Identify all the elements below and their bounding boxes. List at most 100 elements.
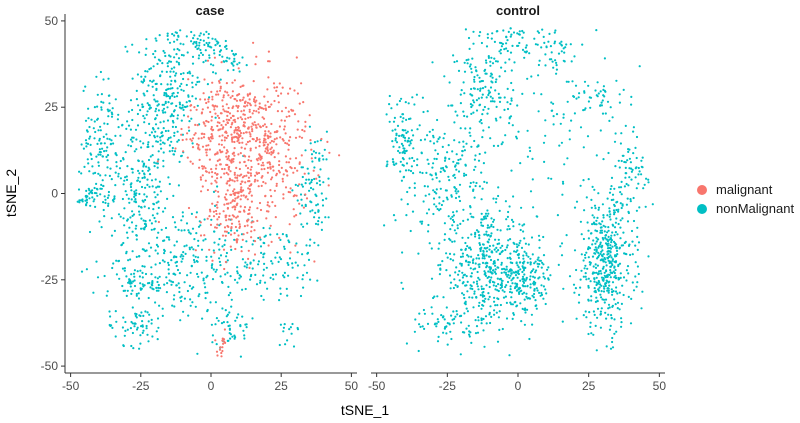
point-nonmalignant: [400, 179, 403, 182]
point-nonmalignant: [483, 180, 486, 183]
point-nonmalignant: [315, 194, 318, 198]
point-nonmalignant: [226, 56, 229, 59]
point-nonmalignant: [452, 322, 455, 325]
point-nonmalignant: [430, 306, 433, 309]
point-nonmalignant: [238, 70, 241, 73]
point-nonmalignant: [619, 272, 622, 275]
point-nonmalignant: [397, 149, 400, 153]
point-nonmalignant: [227, 231, 230, 235]
point-nonmalignant: [493, 261, 496, 265]
point-nonmalignant: [580, 269, 583, 272]
point-nonmalignant: [478, 301, 481, 304]
point-nonmalignant: [494, 264, 497, 267]
point-nonmalignant: [131, 230, 134, 233]
point-nonmalignant: [149, 155, 152, 158]
point-nonmalignant: [599, 313, 602, 316]
point-nonmalignant: [317, 244, 320, 247]
point-nonmalignant: [150, 131, 153, 134]
point-malignant: [209, 110, 212, 114]
point-nonmalignant: [316, 203, 319, 206]
point-nonmalignant: [599, 231, 602, 234]
point-nonmalignant: [230, 248, 233, 251]
point-nonmalignant: [313, 166, 316, 169]
point-nonmalignant: [171, 146, 174, 150]
point-nonmalignant: [169, 83, 172, 86]
point-nonmalignant: [166, 197, 169, 200]
point-nonmalignant: [442, 168, 445, 171]
point-nonmalignant: [489, 100, 493, 103]
point-nonmalignant: [138, 172, 141, 175]
point-malignant: [210, 182, 213, 185]
point-nonmalignant: [453, 253, 456, 256]
point-malignant: [268, 161, 271, 164]
point-nonmalignant: [470, 215, 473, 218]
point-nonmalignant: [489, 258, 493, 262]
point-nonmalignant: [495, 197, 498, 200]
point-nonmalignant: [452, 259, 455, 262]
point-nonmalignant: [482, 215, 486, 219]
point-malignant: [247, 159, 250, 162]
point-nonmalignant: [593, 252, 596, 255]
point-nonmalignant: [565, 80, 568, 83]
point-nonmalignant: [164, 54, 167, 58]
point-nonmalignant: [540, 46, 543, 49]
point-malignant: [219, 87, 222, 90]
point-nonmalignant: [158, 262, 161, 265]
point-nonmalignant: [441, 166, 445, 170]
point-nonmalignant: [497, 92, 500, 95]
point-nonmalignant: [314, 156, 317, 159]
point-nonmalignant: [194, 97, 197, 100]
point-nonmalignant: [632, 126, 636, 129]
point-nonmalignant: [181, 104, 184, 107]
point-nonmalignant: [301, 175, 304, 179]
point-malignant: [222, 126, 225, 129]
point-nonmalignant: [643, 183, 646, 186]
point-malignant: [233, 131, 236, 134]
point-malignant: [250, 125, 253, 128]
point-nonmalignant: [89, 204, 92, 207]
point-nonmalignant: [172, 92, 175, 95]
point-nonmalignant: [453, 240, 456, 243]
point-nonmalignant: [485, 45, 489, 48]
point-nonmalignant: [619, 237, 622, 240]
point-nonmalignant: [257, 260, 260, 263]
point-nonmalignant: [224, 45, 227, 49]
point-nonmalignant: [399, 170, 402, 173]
point-nonmalignant: [613, 140, 617, 143]
point-nonmalignant: [89, 143, 92, 146]
point-nonmalignant: [550, 51, 553, 54]
point-nonmalignant: [218, 44, 221, 48]
point-malignant: [216, 124, 219, 128]
point-nonmalignant: [586, 221, 589, 224]
point-nonmalignant: [93, 106, 96, 109]
point-nonmalignant: [607, 235, 610, 238]
point-malignant: [210, 137, 213, 140]
point-nonmalignant: [544, 288, 547, 291]
point-nonmalignant: [487, 89, 490, 92]
point-nonmalignant: [504, 134, 507, 137]
point-malignant: [251, 130, 254, 133]
point-nonmalignant: [296, 251, 299, 254]
point-nonmalignant: [320, 221, 323, 224]
point-nonmalignant: [324, 216, 327, 219]
point-malignant: [252, 123, 255, 126]
point-nonmalignant: [620, 321, 623, 324]
point-nonmalignant: [257, 263, 260, 266]
point-malignant: [250, 221, 253, 224]
point-nonmalignant: [426, 134, 429, 137]
point-nonmalignant: [490, 315, 493, 318]
point-nonmalignant: [508, 276, 511, 279]
point-nonmalignant: [491, 62, 495, 65]
point-nonmalignant: [603, 95, 606, 98]
point-nonmalignant: [597, 208, 600, 211]
point-nonmalignant: [472, 42, 475, 45]
point-nonmalignant: [143, 226, 147, 229]
point-nonmalignant: [392, 214, 396, 217]
point-nonmalignant: [473, 290, 476, 293]
point-nonmalignant: [157, 283, 160, 287]
point-nonmalignant: [522, 277, 525, 280]
point-nonmalignant: [606, 214, 609, 217]
point-malignant: [234, 98, 237, 101]
point-nonmalignant: [263, 281, 267, 284]
point-nonmalignant: [141, 176, 144, 180]
